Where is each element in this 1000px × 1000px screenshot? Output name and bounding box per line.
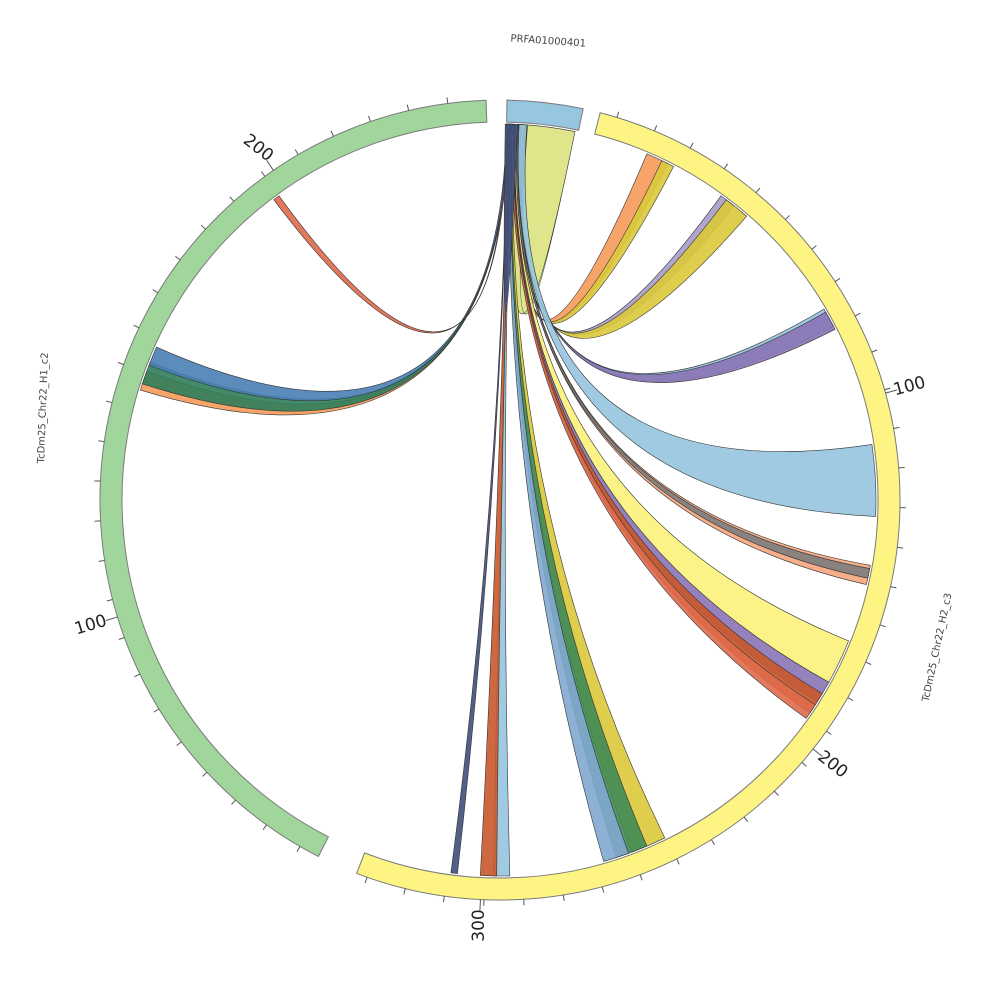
tick-label-h1-100: 100 xyxy=(72,611,109,640)
minor-tick xyxy=(175,255,181,261)
major-tick xyxy=(479,899,481,912)
segment-arc-h1-c2 xyxy=(99,99,488,858)
minor-tick xyxy=(117,361,124,365)
segment-label-h2-c3: TcDm25_Chr22_H2_c3 xyxy=(920,592,954,704)
minor-tick xyxy=(834,277,841,282)
tick-label-h1-200: 200 xyxy=(239,130,277,166)
minor-tick xyxy=(262,824,267,831)
minor-tick xyxy=(890,586,897,589)
minor-tick xyxy=(106,400,113,404)
minor-tick xyxy=(784,215,790,220)
tick-label-h2-300: 300 xyxy=(469,909,489,941)
ribbons-layer xyxy=(140,123,877,877)
minor-tick xyxy=(743,816,749,822)
minor-tick xyxy=(773,790,779,796)
minor-tick xyxy=(884,387,891,391)
minor-tick xyxy=(443,896,445,903)
minor-tick xyxy=(689,142,694,149)
ribbon-steel xyxy=(508,123,629,862)
minor-tick xyxy=(879,624,886,628)
minor-tick xyxy=(653,125,658,132)
minor-tick xyxy=(403,888,406,895)
major-tick xyxy=(812,748,823,757)
minor-tick xyxy=(847,697,854,701)
minor-tick xyxy=(811,245,817,250)
minor-tick xyxy=(294,149,299,155)
minor-tick xyxy=(710,839,715,845)
ribbon-salmon xyxy=(516,124,871,585)
minor-tick xyxy=(260,171,266,177)
major-tick xyxy=(105,616,118,621)
ribbon-lightblue xyxy=(517,124,877,517)
minor-tick xyxy=(897,546,904,549)
minor-tick xyxy=(231,799,236,805)
minor-tick xyxy=(616,111,620,118)
minor-tick xyxy=(98,560,105,562)
minor-tick xyxy=(755,187,761,194)
minor-tick xyxy=(801,762,807,767)
minor-tick xyxy=(676,858,680,865)
segment-label-prfa01000401: PRFA01000401 xyxy=(510,33,586,49)
tick-label-h2-100: 100 xyxy=(891,373,928,401)
minor-tick xyxy=(368,115,371,122)
tick-label-h2-200: 200 xyxy=(814,747,852,783)
ticks-layer xyxy=(94,97,906,912)
segments-layer xyxy=(99,99,901,901)
minor-tick xyxy=(134,673,141,678)
minor-tick xyxy=(406,104,410,111)
minor-tick xyxy=(330,130,334,137)
minor-tick xyxy=(562,894,565,901)
major-tick xyxy=(885,389,898,394)
minor-tick xyxy=(364,877,368,884)
minor-tick xyxy=(893,426,900,429)
minor-tick xyxy=(176,741,182,746)
minor-tick xyxy=(152,289,159,294)
minor-tick xyxy=(446,97,449,104)
minor-tick xyxy=(202,771,208,777)
minor-tick xyxy=(871,349,878,353)
minor-tick xyxy=(826,730,832,736)
minor-tick xyxy=(200,224,206,230)
minor-tick xyxy=(865,661,872,665)
minor-tick xyxy=(723,163,729,170)
major-tick xyxy=(266,160,274,171)
minor-tick xyxy=(106,598,113,602)
minor-tick xyxy=(296,846,301,852)
ribbon-navy xyxy=(503,123,519,313)
minor-tick xyxy=(98,440,105,443)
ribbon-gray xyxy=(515,124,871,579)
minor-tick xyxy=(854,312,861,317)
minor-tick xyxy=(153,708,160,713)
ribbon-blue xyxy=(148,123,509,402)
minor-tick xyxy=(639,874,643,881)
ribbon-red xyxy=(511,123,816,719)
minor-tick xyxy=(601,886,605,893)
segment-arc-prfa01000401 xyxy=(506,99,584,131)
segment-label-h1-c2: TcDm25_Chr22_H1_c2 xyxy=(36,352,51,464)
minor-tick xyxy=(118,636,125,640)
minor-tick xyxy=(229,196,235,202)
minor-tick xyxy=(133,324,140,329)
segment-arc-h2-c3 xyxy=(356,112,901,901)
ribbon-red xyxy=(273,123,509,334)
